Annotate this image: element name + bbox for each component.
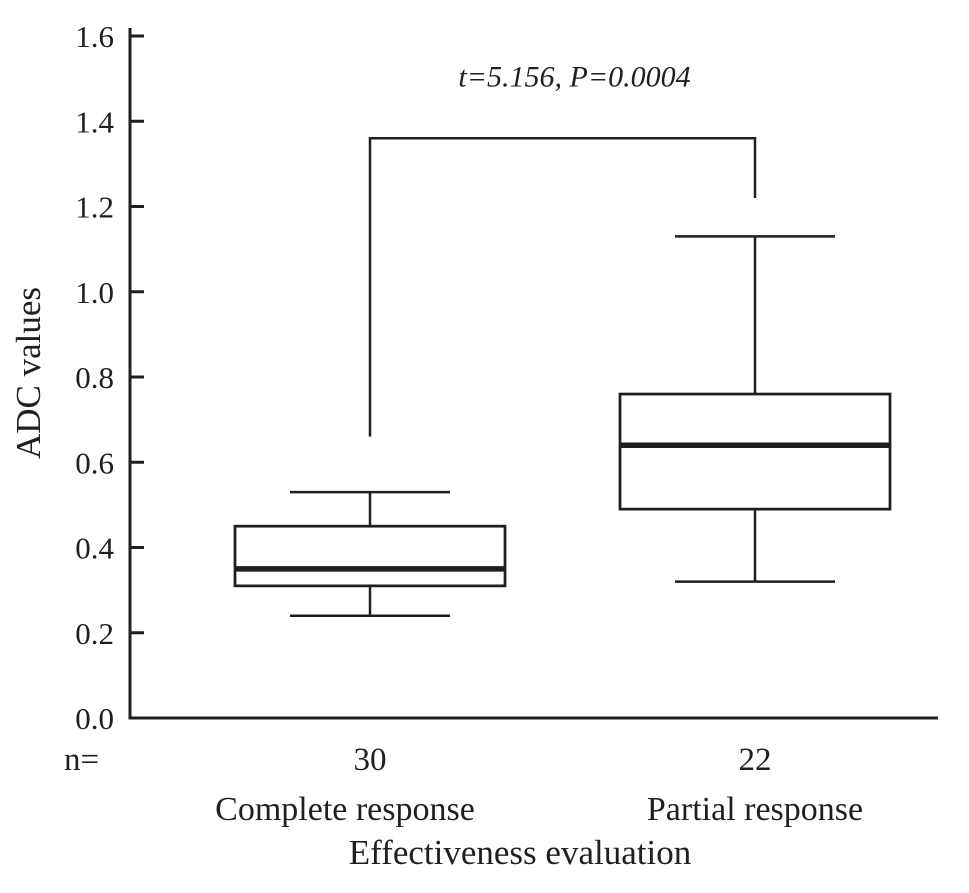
y-tick-label: 0.6: [75, 445, 114, 480]
y-tick-label: 1.6: [75, 19, 114, 54]
y-tick-label: 0.8: [75, 360, 114, 395]
y-tick-label: 1.0: [75, 275, 114, 310]
y-tick-label: 0.2: [75, 616, 114, 651]
y-tick-label: 1.2: [75, 190, 114, 225]
n-prefix: n=: [64, 742, 99, 778]
n-value: 22: [739, 742, 772, 778]
y-axis-title: ADC values: [9, 287, 48, 459]
y-tick-label: 0.4: [75, 531, 114, 566]
category-label: Complete response: [215, 791, 475, 828]
category-label: Partial response: [647, 791, 863, 828]
y-tick-label: 1.4: [75, 104, 114, 139]
n-value: 30: [354, 742, 387, 778]
iqr-box: [233, 524, 507, 588]
stats-annotation: t=5.156, P=0.0004: [458, 60, 690, 93]
y-tick-label: 0.0: [75, 701, 114, 736]
x-axis-title: Effectiveness evaluation: [349, 833, 691, 872]
iqr-box: [618, 392, 892, 511]
significance-bracket: [368, 137, 757, 437]
